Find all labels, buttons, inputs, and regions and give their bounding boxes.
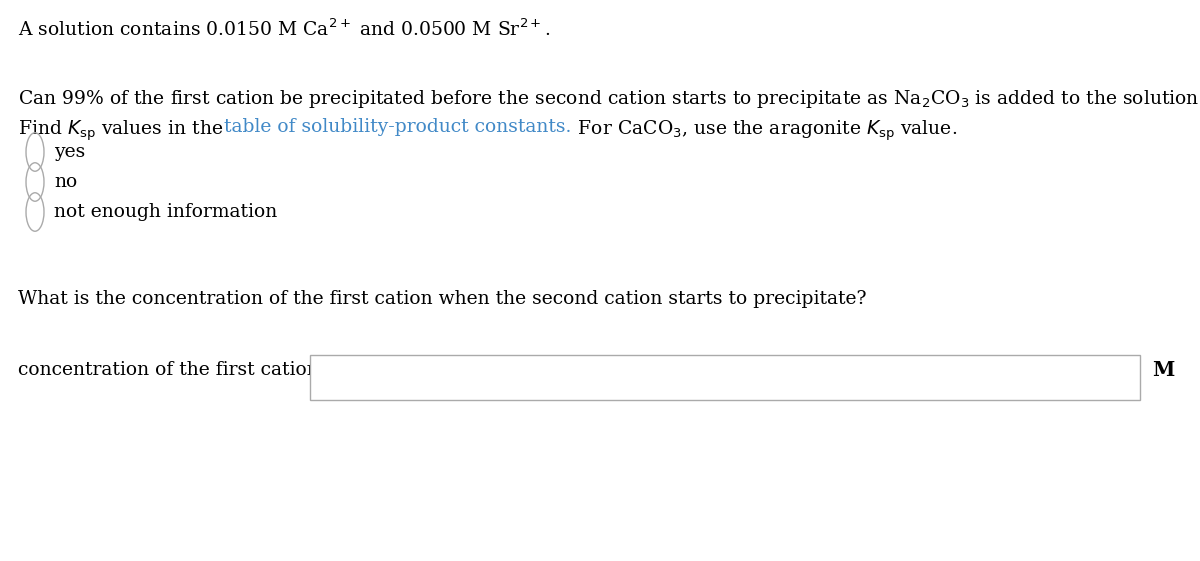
Text: A solution contains 0.0150 M Ca$^{2+}$ and 0.0500 M Sr$^{2+}$.: A solution contains 0.0150 M Ca$^{2+}$ a… (18, 18, 550, 39)
Text: For CaCO$_3$, use the aragonite $K_{\mathrm{sp}}$ value.: For CaCO$_3$, use the aragonite $K_{\mat… (571, 118, 956, 142)
Text: Can 99% of the first cation be precipitated before the second cation starts to p: Can 99% of the first cation be precipita… (18, 88, 1200, 110)
Text: no: no (54, 173, 77, 191)
Text: Find $K_{\mathrm{sp}}$ values in the: Find $K_{\mathrm{sp}}$ values in the (18, 118, 224, 142)
FancyBboxPatch shape (310, 355, 1140, 400)
Text: yes: yes (54, 143, 85, 161)
Text: table of solubility-product constants.: table of solubility-product constants. (224, 118, 571, 136)
Text: concentration of the first cation:: concentration of the first cation: (18, 361, 325, 379)
Text: What is the concentration of the first cation when the second cation starts to p: What is the concentration of the first c… (18, 290, 866, 308)
Text: M: M (1152, 360, 1175, 380)
Text: not enough information: not enough information (54, 203, 277, 221)
